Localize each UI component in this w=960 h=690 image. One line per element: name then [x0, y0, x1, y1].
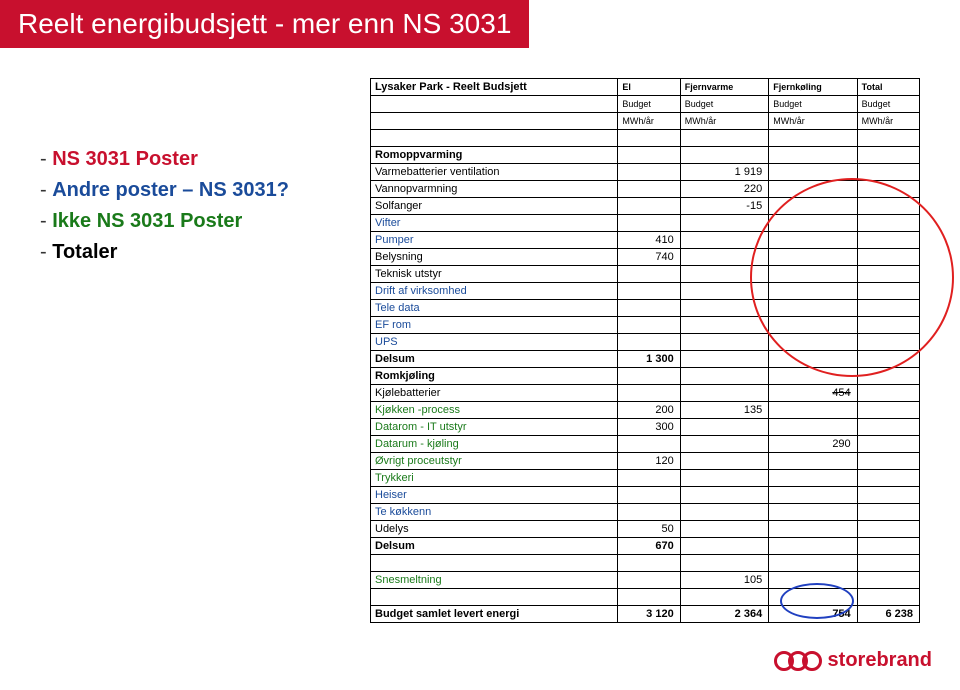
page-title: Reelt energibudsjett - mer enn NS 3031: [0, 0, 529, 48]
table-wrap: Lysaker Park - Reelt BudsjettElFjernvarm…: [370, 78, 920, 623]
logo-text: storebrand: [828, 649, 932, 672]
bullet-item: - Ikke NS 3031 Poster: [40, 210, 370, 233]
logo-icon: [774, 651, 822, 671]
bullet-item: - Totaler: [40, 241, 370, 264]
energy-table: Lysaker Park - Reelt BudsjettElFjernvarm…: [370, 78, 920, 623]
storebrand-logo: storebrand: [774, 649, 932, 672]
bullet-item: - Andre poster – NS 3031?: [40, 179, 370, 202]
content-area: - NS 3031 Poster - Andre poster – NS 3031…: [0, 48, 960, 623]
bullet-item: - NS 3031 Poster: [40, 148, 370, 171]
bullet-list: - NS 3031 Poster - Andre poster – NS 3031…: [40, 78, 370, 623]
